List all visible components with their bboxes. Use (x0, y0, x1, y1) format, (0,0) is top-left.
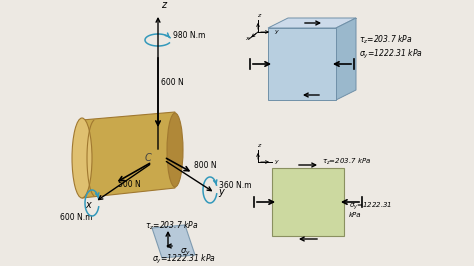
Text: 600 N: 600 N (161, 78, 184, 87)
Polygon shape (152, 225, 195, 258)
Text: kPa: kPa (349, 212, 362, 218)
Text: $\tau_z$=203.7 kPa: $\tau_z$=203.7 kPa (145, 220, 199, 232)
Text: C: C (145, 153, 151, 163)
Text: 360 N.m: 360 N.m (219, 181, 252, 189)
Ellipse shape (167, 113, 183, 187)
Text: 600 N.m: 600 N.m (60, 214, 92, 222)
Text: $\sigma_y$=1222.31 kPa: $\sigma_y$=1222.31 kPa (359, 47, 423, 61)
Polygon shape (268, 28, 336, 100)
Text: $\sigma_y$=1222.31: $\sigma_y$=1222.31 (349, 201, 392, 212)
Text: $\sigma_y$: $\sigma_y$ (180, 247, 191, 257)
Text: z: z (257, 143, 261, 148)
Text: 500 N: 500 N (118, 180, 141, 189)
Text: $\tau_z$=203.7 kPa: $\tau_z$=203.7 kPa (359, 34, 412, 46)
Polygon shape (268, 18, 356, 28)
Polygon shape (82, 112, 175, 198)
Text: x: x (245, 36, 249, 41)
Text: x: x (85, 200, 91, 210)
Text: $\tau_z$=203.7 kPa: $\tau_z$=203.7 kPa (322, 157, 371, 167)
Ellipse shape (72, 118, 92, 198)
Text: y: y (274, 28, 278, 34)
Text: z: z (161, 0, 166, 10)
Text: $\sigma_y$=1222.31 kPa: $\sigma_y$=1222.31 kPa (152, 253, 216, 266)
Text: 800 N: 800 N (194, 161, 217, 171)
Text: z: z (257, 13, 261, 18)
Bar (272, 168, 344, 236)
Text: 980 N.m: 980 N.m (173, 31, 205, 40)
Polygon shape (336, 18, 356, 100)
Text: y: y (218, 187, 224, 197)
Text: y: y (274, 159, 278, 164)
